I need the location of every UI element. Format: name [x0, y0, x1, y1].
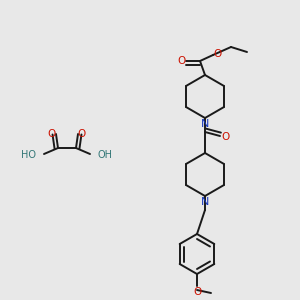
Text: N: N [201, 119, 209, 129]
Text: O: O [221, 132, 229, 142]
Text: O: O [214, 49, 222, 59]
Text: O: O [193, 287, 201, 297]
Text: O: O [48, 129, 56, 139]
Text: O: O [78, 129, 86, 139]
Text: O: O [177, 56, 185, 66]
Text: OH: OH [98, 150, 113, 160]
Text: N: N [201, 197, 209, 207]
Text: HO: HO [21, 150, 36, 160]
